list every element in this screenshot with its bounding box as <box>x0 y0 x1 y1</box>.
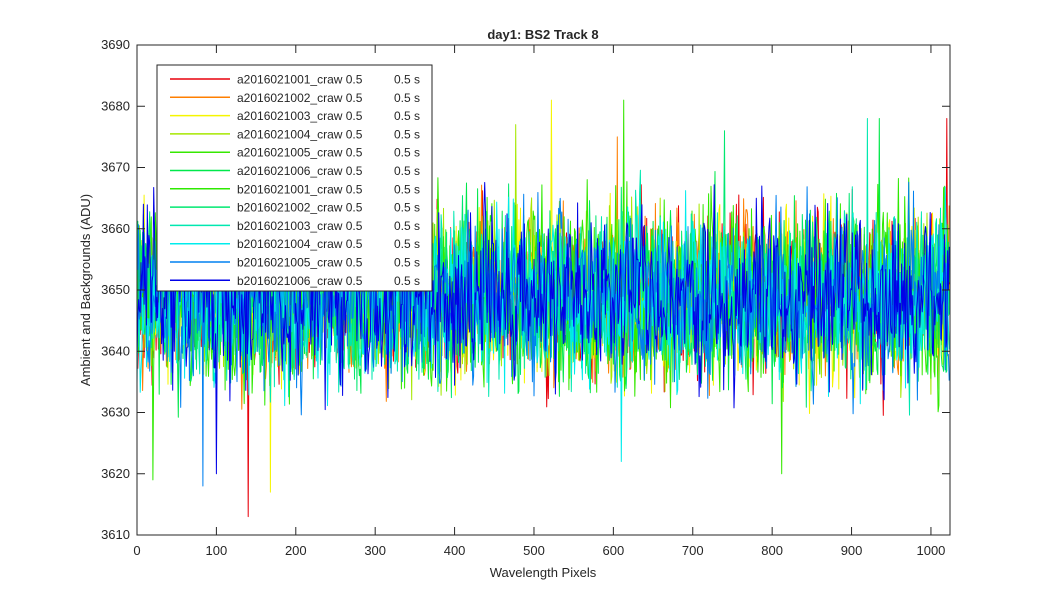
y-tick-label: 3610 <box>101 527 130 542</box>
x-tick-label: 500 <box>523 543 545 558</box>
legend-exposure: 0.5 s <box>394 182 420 196</box>
legend: a2016021001_craw 0.5 0.5 s a2016021002_cra… <box>156 64 433 292</box>
x-tick-label: 400 <box>444 543 466 558</box>
chart-title: day1: BS2 Track 8 <box>487 27 598 42</box>
y-tick-label: 3650 <box>101 282 130 297</box>
legend-label: b2016021006_craw 0.5 <box>237 274 363 288</box>
x-tick-label: 900 <box>841 543 863 558</box>
legend-label: b2016021003_craw 0.5 <box>237 219 363 233</box>
x-tick-label: 0 <box>133 543 140 558</box>
y-axis-label: Ambient and Backgrounds (ADU) <box>78 194 93 386</box>
legend-label: a2016021003_craw 0.5 <box>237 109 363 123</box>
x-tick-label: 300 <box>364 543 386 558</box>
series-line <box>137 182 950 475</box>
x-tick-label: 100 <box>206 543 228 558</box>
legend-label: a2016021005_craw 0.5 <box>237 146 363 160</box>
x-tick-label: 200 <box>285 543 307 558</box>
y-tick-label: 3660 <box>101 221 130 236</box>
y-axis-ticks: 3610 3620 3630 3640 3650 3660 3670 3680 3690 <box>101 37 950 542</box>
x-tick-label: 1000 <box>916 543 945 558</box>
legend-label: b2016021004_craw 0.5 <box>237 237 363 251</box>
legend-exposure: 0.5 s <box>394 201 420 215</box>
y-tick-label: 3640 <box>101 343 130 358</box>
legend-label: a2016021001_craw 0.5 <box>237 73 363 87</box>
legend-exposure: 0.5 s <box>394 73 420 87</box>
legend-label: b2016021001_craw 0.5 <box>237 182 363 196</box>
x-axis-label: Wavelength Pixels <box>490 565 597 580</box>
x-tick-label: 600 <box>603 543 625 558</box>
legend-exposure: 0.5 s <box>394 219 420 233</box>
legend-exposure: 0.5 s <box>394 127 420 141</box>
legend-label: b2016021002_craw 0.5 <box>237 201 363 215</box>
legend-exposure: 0.5 s <box>394 146 420 160</box>
y-tick-label: 3630 <box>101 405 130 420</box>
legend-exposure: 0.5 s <box>394 91 420 105</box>
x-tick-label: 700 <box>682 543 704 558</box>
y-tick-label: 3680 <box>101 98 130 113</box>
legend-label: b2016021005_craw 0.5 <box>237 256 363 270</box>
x-tick-label: 800 <box>761 543 783 558</box>
y-tick-label: 3690 <box>101 37 130 52</box>
legend-exposure: 0.5 s <box>394 109 420 123</box>
legend-label: a2016021004_craw 0.5 <box>237 127 363 141</box>
legend-exposure: 0.5 s <box>394 237 420 251</box>
legend-label: a2016021006_craw 0.5 <box>237 164 363 178</box>
y-tick-label: 3670 <box>101 160 130 175</box>
y-tick-label: 3620 <box>101 466 130 481</box>
x-axis-ticks: 0 100 200 300 400 500 600 700 800 900 1000 <box>133 45 945 558</box>
legend-exposure: 0.5 s <box>394 164 420 178</box>
legend-exposure: 0.5 s <box>394 256 420 270</box>
legend-exposure: 0.5 s <box>394 274 420 288</box>
legend-box <box>156 64 433 292</box>
legend-label: a2016021002_craw 0.5 <box>237 91 363 105</box>
